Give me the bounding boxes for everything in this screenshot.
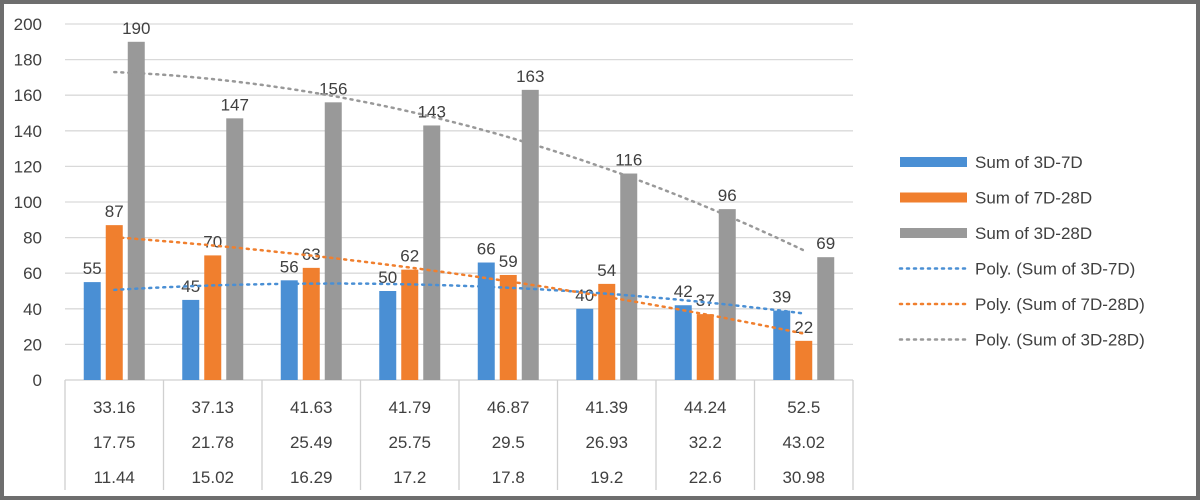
table-cell: 37.13	[191, 398, 234, 417]
table-cell: 19.2	[590, 468, 623, 487]
table-cell: 17.75	[93, 433, 136, 452]
table-cell: 17.8	[492, 468, 525, 487]
table-cell: 43.02	[782, 433, 825, 452]
table-cell: 17.2	[393, 468, 426, 487]
bar	[696, 314, 714, 380]
trendline	[113, 70, 806, 252]
data-label: 54	[597, 261, 616, 280]
y-tick-label: 100	[14, 193, 42, 212]
table-cell: 15.02	[191, 468, 234, 487]
data-label: 37	[696, 291, 715, 310]
y-tick-label: 20	[23, 335, 42, 354]
bar	[499, 274, 517, 380]
y-tick-label: 120	[14, 157, 42, 176]
y-tick-label: 60	[23, 264, 42, 283]
data-label: 39	[772, 288, 791, 307]
bar	[105, 225, 123, 380]
legend-label: Poly. (Sum of 3D-7D)	[975, 260, 1135, 279]
table-cell: 16.29	[290, 468, 333, 487]
table-cell: 22.6	[689, 468, 722, 487]
table-cell: 41.63	[290, 398, 333, 417]
data-label: 62	[400, 247, 419, 266]
data-label: 87	[105, 202, 124, 221]
bar	[423, 125, 441, 381]
bar	[182, 299, 200, 380]
bar	[817, 257, 835, 380]
trendline	[113, 282, 806, 315]
table-cell: 32.2	[689, 433, 722, 452]
data-label: 50	[378, 268, 397, 287]
y-tick-label: 140	[14, 122, 42, 141]
data-label: 42	[674, 282, 693, 301]
legend-label: Sum of 3D-28D	[975, 224, 1092, 243]
table-cell: 26.93	[585, 433, 628, 452]
data-label: 96	[718, 186, 737, 205]
legend-swatch	[900, 192, 967, 203]
y-tick-label: 0	[33, 371, 42, 390]
bar	[204, 255, 222, 380]
y-tick-label: 160	[14, 86, 42, 105]
legend-label: Poly. (Sum of 7D-28D)	[975, 295, 1145, 314]
bar	[324, 102, 342, 380]
data-label: 55	[83, 259, 102, 278]
bar	[280, 280, 298, 380]
data-label: 116	[615, 151, 642, 170]
table-cell: 46.87	[487, 398, 530, 417]
bar	[226, 118, 244, 380]
data-label: 70	[203, 232, 222, 251]
bar	[379, 291, 397, 380]
bar	[773, 310, 791, 380]
bar	[674, 305, 692, 380]
table-cell: 52.5	[787, 398, 820, 417]
y-tick-label: 40	[23, 300, 42, 319]
bar	[598, 283, 616, 380]
data-label: 56	[280, 257, 299, 276]
table-cell: 41.39	[585, 398, 628, 417]
bar	[718, 209, 736, 380]
legend-label: Sum of 3D-7D	[975, 153, 1083, 172]
bar	[127, 41, 145, 381]
bar	[620, 173, 638, 380]
y-tick-label: 200	[14, 15, 42, 34]
y-tick-label: 180	[14, 51, 42, 70]
bar	[521, 89, 539, 381]
data-label: 143	[418, 102, 446, 121]
table-cell: 25.75	[388, 433, 431, 452]
table-cell: 25.49	[290, 433, 333, 452]
legend-label: Poly. (Sum of 3D-28D)	[975, 331, 1145, 350]
table-cell: 29.5	[492, 433, 525, 452]
bar	[477, 262, 495, 380]
legend-swatch	[900, 228, 967, 238]
data-label: 147	[221, 95, 249, 114]
data-label: 22	[794, 318, 813, 337]
data-label: 59	[499, 252, 518, 271]
data-label: 66	[477, 240, 496, 259]
table-cell: 30.98	[782, 468, 825, 487]
table-cell: 21.78	[191, 433, 234, 452]
bar	[401, 269, 419, 380]
data-label: 163	[516, 67, 544, 86]
legend-label: Sum of 7D-28D	[975, 189, 1092, 208]
data-label: 190	[122, 19, 150, 38]
bar	[83, 282, 101, 380]
table-cell: 41.79	[388, 398, 431, 417]
bar	[302, 267, 320, 380]
data-label: 69	[816, 234, 835, 253]
data-label: 40	[575, 286, 594, 305]
table-cell: 33.16	[93, 398, 136, 417]
bar	[795, 340, 813, 380]
data-label: 156	[319, 79, 347, 98]
table-cell: 11.44	[94, 468, 135, 487]
legend-swatch	[900, 157, 967, 167]
y-tick-label: 80	[23, 229, 42, 248]
table-cell: 44.24	[684, 398, 727, 417]
bar	[576, 308, 594, 380]
